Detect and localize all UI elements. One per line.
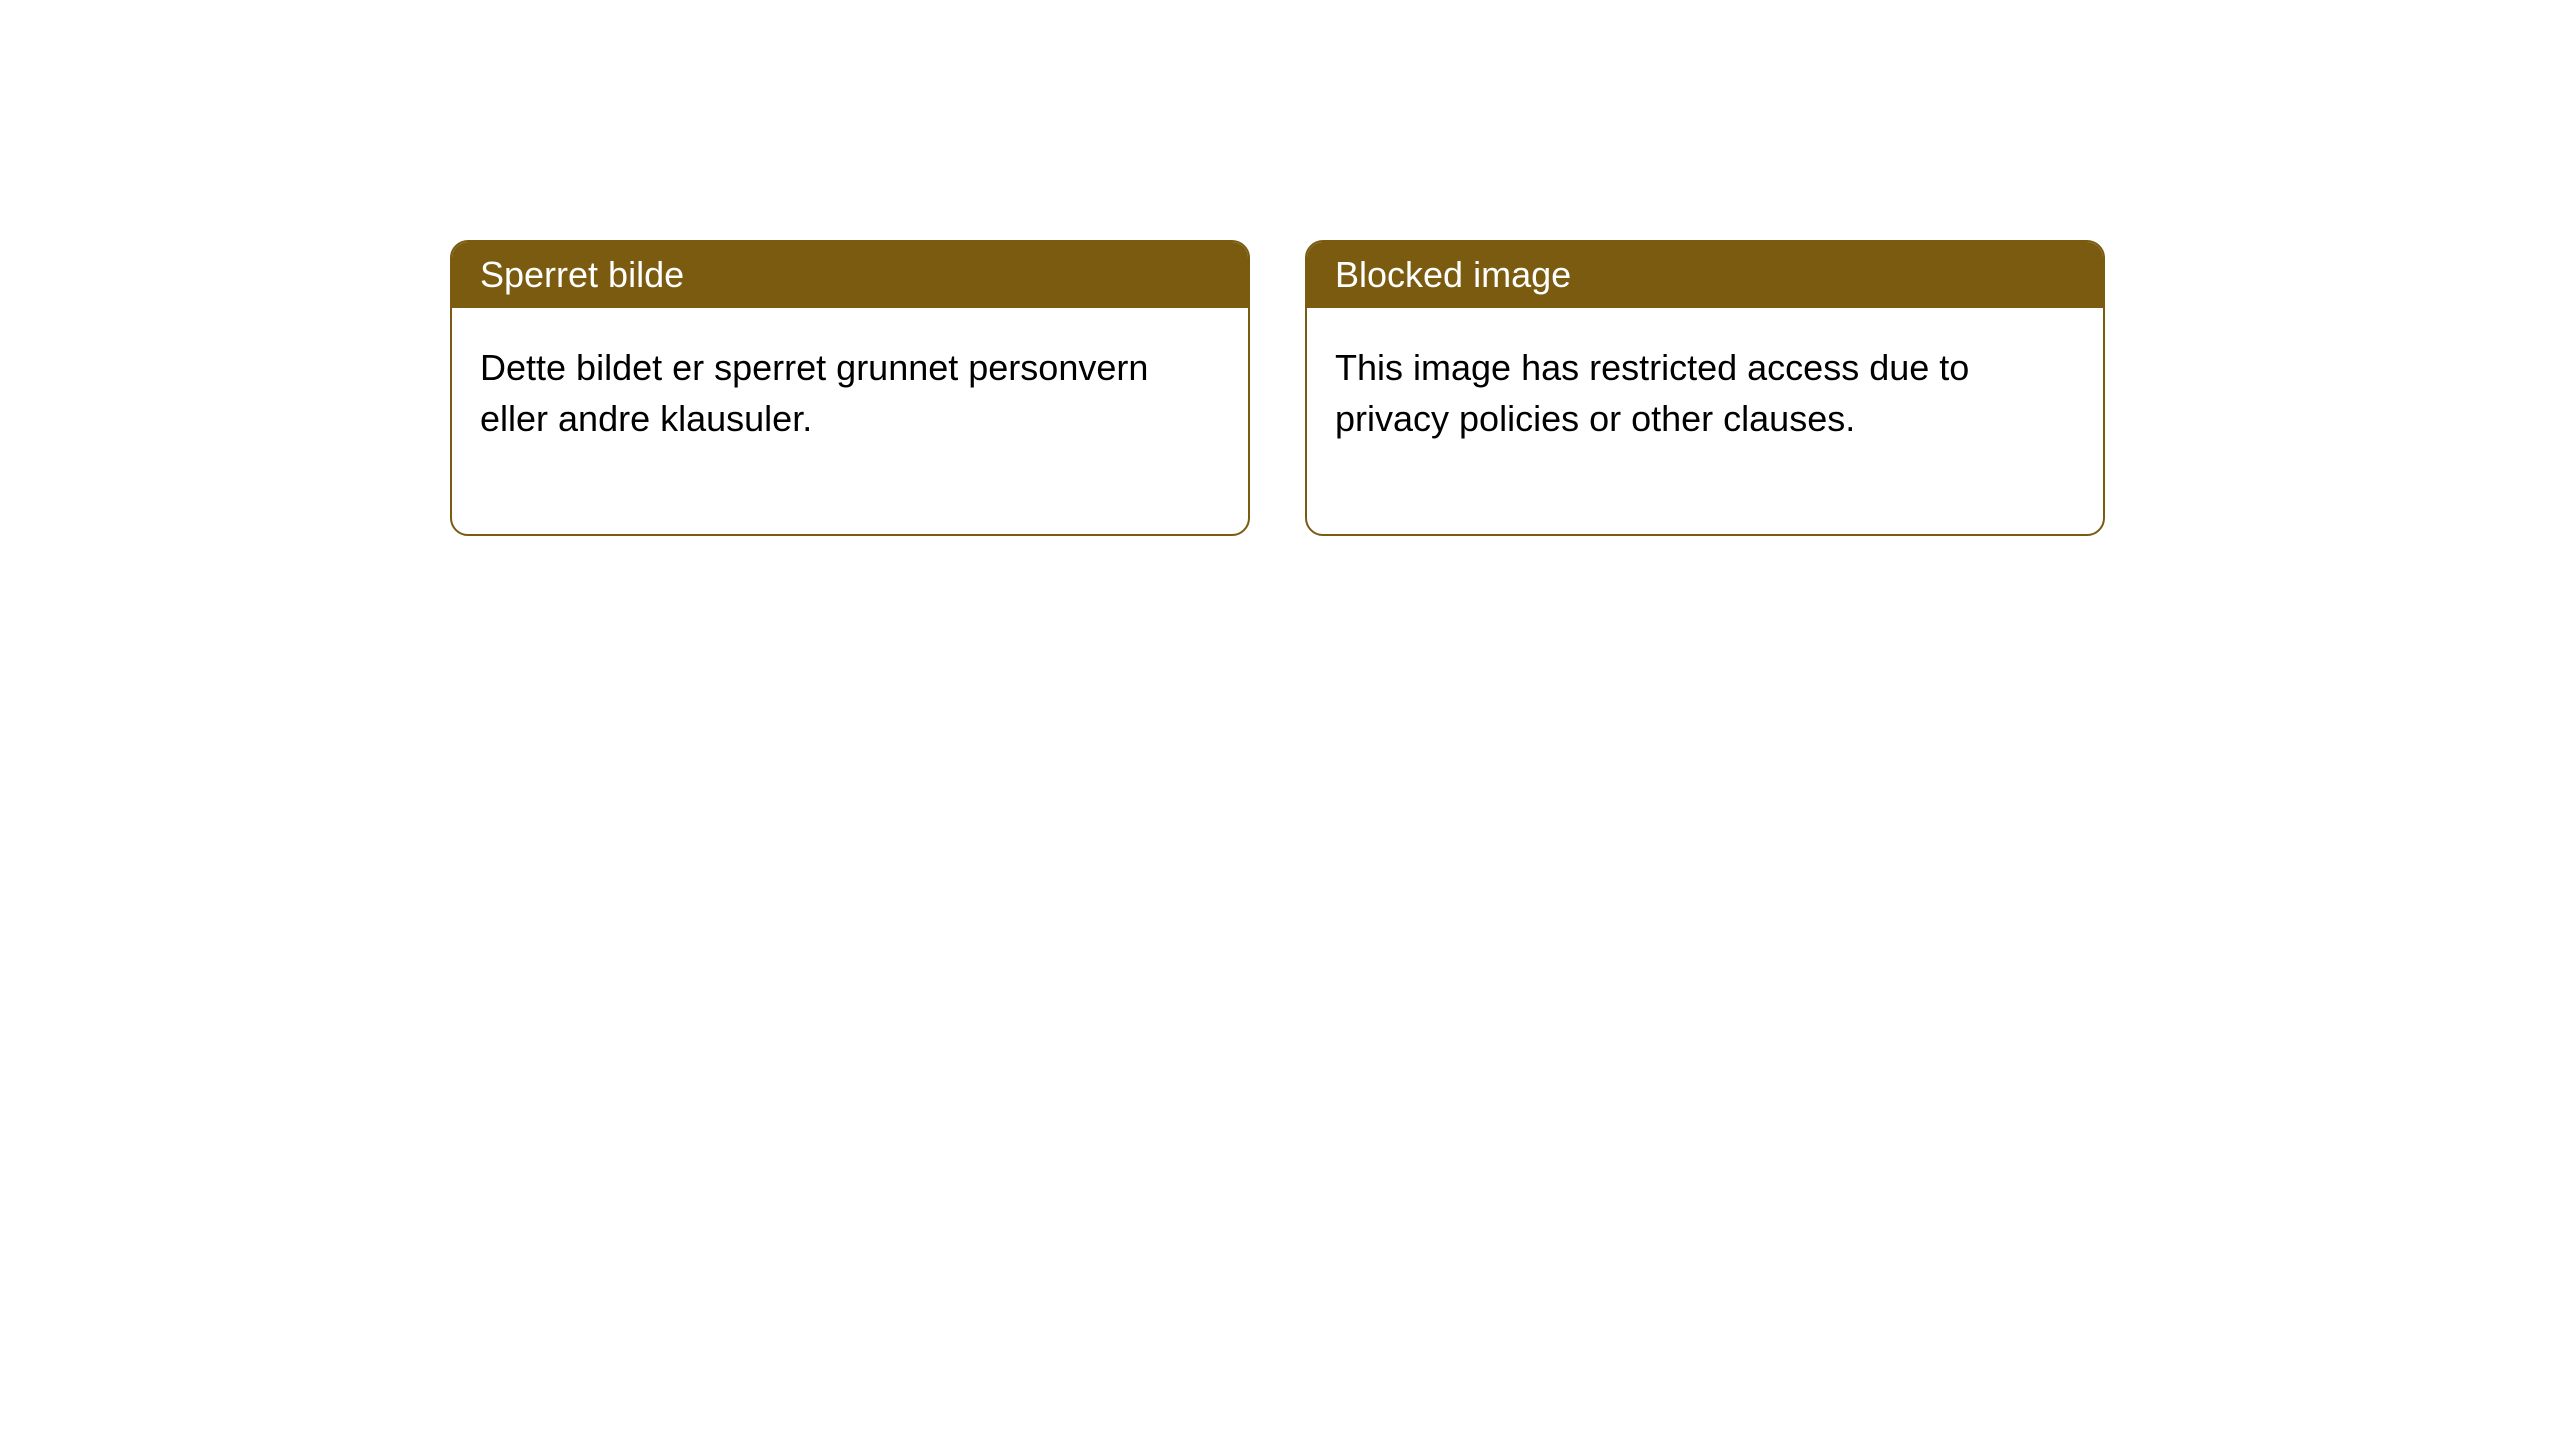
- notice-container: Sperret bilde Dette bildet er sperret gr…: [450, 240, 2560, 536]
- notice-header: Blocked image: [1307, 242, 2103, 308]
- notice-text: Dette bildet er sperret grunnet personve…: [480, 347, 1148, 439]
- notice-header: Sperret bilde: [452, 242, 1248, 308]
- notice-title: Sperret bilde: [480, 254, 684, 295]
- notice-body: This image has restricted access due to …: [1307, 308, 2103, 534]
- notice-text: This image has restricted access due to …: [1335, 347, 1969, 439]
- notice-card-norwegian: Sperret bilde Dette bildet er sperret gr…: [450, 240, 1250, 536]
- notice-card-english: Blocked image This image has restricted …: [1305, 240, 2105, 536]
- notice-title: Blocked image: [1335, 254, 1571, 295]
- notice-body: Dette bildet er sperret grunnet personve…: [452, 308, 1248, 534]
